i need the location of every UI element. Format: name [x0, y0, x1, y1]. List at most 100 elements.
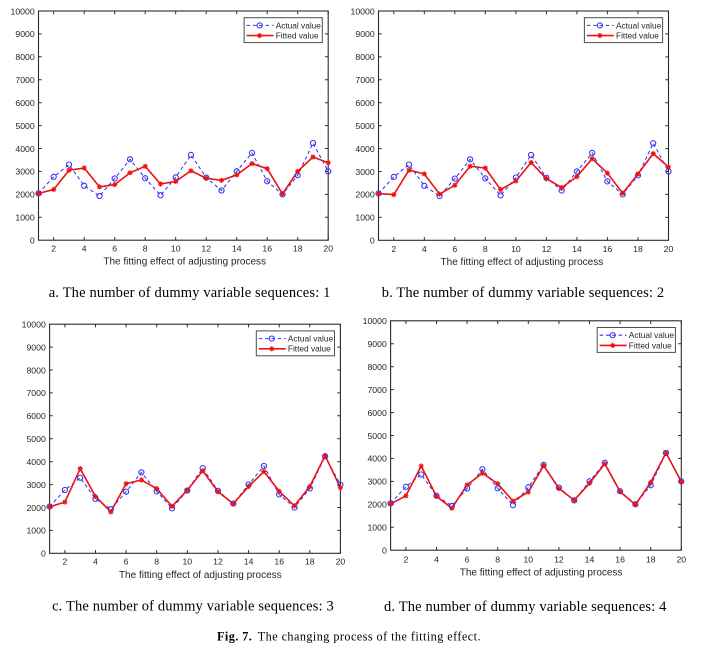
svg-text:Fitted value: Fitted value — [629, 340, 672, 350]
svg-text:The fitting effect of adjustin: The fitting effect of adjusting process — [441, 257, 604, 268]
svg-text:16: 16 — [262, 244, 272, 254]
svg-text:4000: 4000 — [367, 454, 386, 464]
svg-text:Fitted value: Fitted value — [276, 31, 319, 41]
svg-text:Actual value: Actual value — [288, 334, 334, 344]
svg-text:1000: 1000 — [367, 523, 386, 533]
svg-text:6: 6 — [112, 244, 117, 254]
svg-text:14: 14 — [585, 555, 595, 565]
svg-text:Fitted value: Fitted value — [288, 344, 331, 354]
svg-text:3000: 3000 — [367, 477, 386, 487]
svg-text:20: 20 — [676, 555, 686, 565]
svg-text:10000: 10000 — [22, 320, 46, 330]
svg-text:6000: 6000 — [26, 411, 45, 421]
svg-text:3000: 3000 — [26, 480, 45, 490]
svg-text:5000: 5000 — [26, 434, 45, 444]
svg-text:12: 12 — [201, 244, 211, 254]
svg-text:18: 18 — [646, 555, 656, 565]
svg-text:6000: 6000 — [367, 408, 386, 418]
svg-text:2: 2 — [391, 244, 396, 254]
svg-text:7000: 7000 — [26, 388, 45, 398]
svg-text:6: 6 — [124, 557, 129, 567]
svg-text:c. The number of dummy variabl: c. The number of dummy variable sequence… — [52, 599, 334, 615]
svg-text:2: 2 — [51, 244, 56, 254]
svg-text:0: 0 — [370, 236, 375, 246]
svg-text:7000: 7000 — [355, 75, 374, 85]
svg-text:6000: 6000 — [15, 98, 34, 108]
svg-text:5000: 5000 — [15, 121, 34, 131]
svg-text:0: 0 — [30, 236, 35, 246]
svg-text:4000: 4000 — [26, 457, 45, 467]
svg-text:3000: 3000 — [355, 167, 374, 177]
svg-text:9000: 9000 — [355, 29, 374, 39]
svg-text:18: 18 — [633, 244, 643, 254]
svg-text:Fig. 7. The changing process o: Fig. 7. The changing process of the fitt… — [217, 629, 481, 643]
svg-text:12: 12 — [542, 244, 552, 254]
svg-text:10: 10 — [171, 244, 181, 254]
svg-text:b. The number of dummy variabl: b. The number of dummy variable sequence… — [382, 285, 665, 301]
svg-text:5000: 5000 — [367, 431, 386, 441]
svg-text:18: 18 — [305, 557, 315, 567]
svg-text:3000: 3000 — [15, 167, 34, 177]
svg-text:a. The number of dummy variabl: a. The number of dummy variable sequence… — [49, 285, 331, 301]
svg-text:18: 18 — [293, 244, 303, 254]
svg-text:Fitted value: Fitted value — [616, 31, 659, 41]
svg-text:2000: 2000 — [15, 190, 34, 200]
svg-text:8: 8 — [143, 244, 148, 254]
svg-text:Actual value: Actual value — [629, 330, 675, 340]
svg-text:10: 10 — [182, 557, 192, 567]
svg-text:9000: 9000 — [367, 339, 386, 349]
svg-text:4: 4 — [93, 557, 98, 567]
svg-text:0: 0 — [382, 546, 387, 556]
svg-text:8: 8 — [495, 555, 500, 565]
svg-text:12: 12 — [554, 555, 564, 565]
svg-text:7000: 7000 — [15, 75, 34, 85]
svg-text:7000: 7000 — [367, 385, 386, 395]
svg-text:9000: 9000 — [15, 29, 34, 39]
svg-text:16: 16 — [603, 244, 613, 254]
svg-text:5000: 5000 — [355, 121, 374, 131]
svg-text:8000: 8000 — [367, 362, 386, 372]
svg-text:The fitting effect of adjustin: The fitting effect of adjusting process — [460, 568, 623, 579]
svg-text:10000: 10000 — [351, 6, 375, 16]
svg-text:4000: 4000 — [15, 144, 34, 154]
svg-text:6: 6 — [465, 555, 470, 565]
svg-text:10000: 10000 — [11, 6, 35, 16]
svg-text:2000: 2000 — [355, 190, 374, 200]
svg-text:4000: 4000 — [355, 144, 374, 154]
svg-text:4: 4 — [82, 244, 87, 254]
svg-text:1000: 1000 — [15, 213, 34, 223]
svg-text:20: 20 — [664, 244, 674, 254]
svg-text:8000: 8000 — [26, 365, 45, 375]
svg-text:1000: 1000 — [355, 213, 374, 223]
svg-text:20: 20 — [336, 557, 346, 567]
svg-text:8000: 8000 — [355, 52, 374, 62]
svg-text:Actual value: Actual value — [276, 20, 322, 30]
svg-text:16: 16 — [274, 557, 284, 567]
svg-text:6: 6 — [452, 244, 457, 254]
svg-text:2: 2 — [62, 557, 67, 567]
svg-text:0: 0 — [41, 549, 46, 559]
svg-text:1000: 1000 — [26, 526, 45, 536]
svg-text:8000: 8000 — [15, 52, 34, 62]
svg-text:10: 10 — [523, 555, 533, 565]
svg-text:4: 4 — [422, 244, 427, 254]
svg-text:20: 20 — [323, 244, 333, 254]
svg-text:14: 14 — [572, 244, 582, 254]
svg-text:14: 14 — [244, 557, 254, 567]
svg-text:16: 16 — [615, 555, 625, 565]
svg-text:8: 8 — [154, 557, 159, 567]
svg-text:4: 4 — [434, 555, 439, 565]
svg-text:12: 12 — [213, 557, 223, 567]
svg-text:10: 10 — [511, 244, 521, 254]
svg-text:2000: 2000 — [26, 503, 45, 513]
svg-text:9000: 9000 — [26, 342, 45, 352]
svg-text:8: 8 — [483, 244, 488, 254]
svg-text:2000: 2000 — [367, 500, 386, 510]
svg-text:The fitting effect of adjustin: The fitting effect of adjusting process — [119, 570, 282, 581]
svg-text:d. The number of dummy variabl: d. The number of dummy variable sequence… — [384, 599, 667, 615]
svg-text:14: 14 — [232, 244, 242, 254]
svg-text:2: 2 — [403, 555, 408, 565]
svg-text:6000: 6000 — [355, 98, 374, 108]
svg-text:Actual value: Actual value — [616, 20, 662, 30]
svg-text:10000: 10000 — [363, 316, 387, 326]
